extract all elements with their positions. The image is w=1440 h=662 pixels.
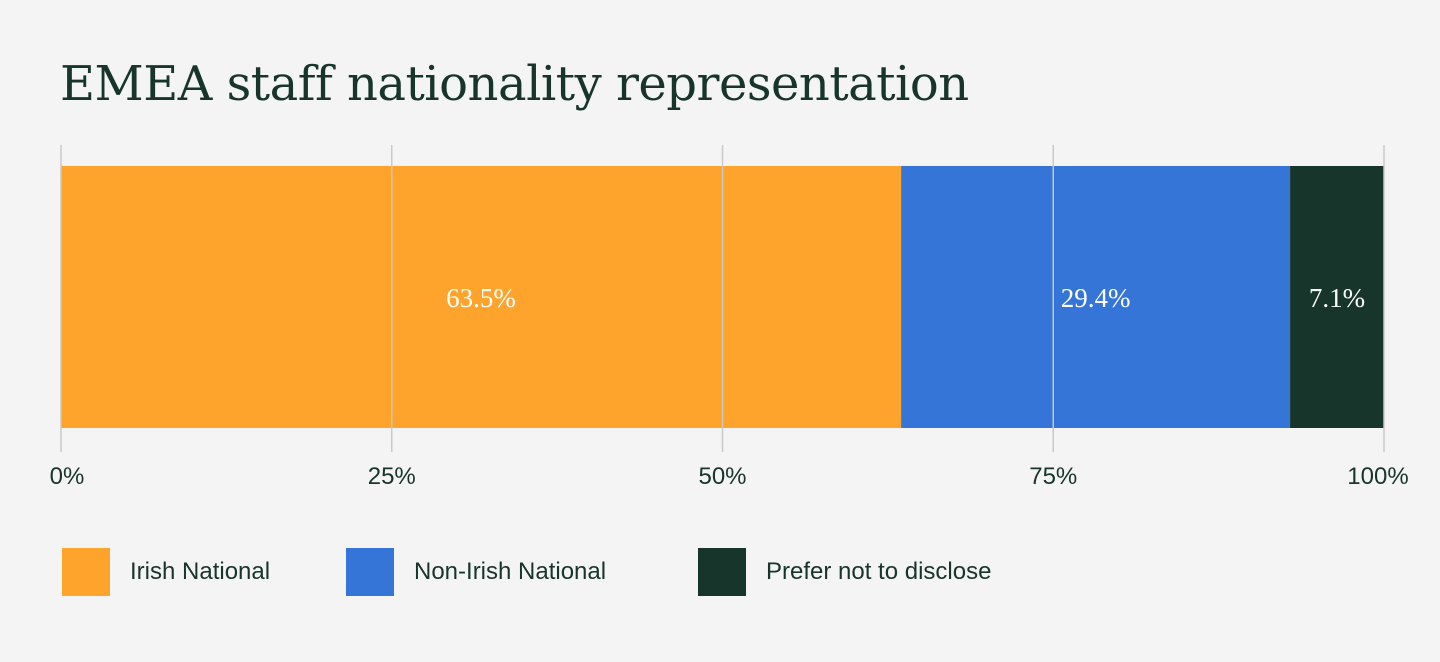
- bar-segment-non-irish-national: [901, 166, 1291, 428]
- x-tick-label-0: 0%: [50, 463, 85, 490]
- x-tick-label-50: 50%: [698, 463, 746, 490]
- data-label-irish-national: 63.5%: [446, 283, 516, 313]
- data-label-non-irish-national: 29.4%: [1061, 283, 1131, 313]
- x-tick-label-100: 100%: [1347, 463, 1408, 490]
- data-labels: 63.5% 29.4% 7.1%: [446, 283, 1365, 313]
- bars-layer: [61, 166, 1384, 428]
- x-axis-tick-labels: 0% 25% 50% 75% 100%: [50, 463, 1409, 490]
- gridlines: [60, 145, 1385, 452]
- bar-segment-irish-national: [61, 166, 902, 428]
- legend-label-non-irish-national: Non-Irish National: [414, 558, 607, 585]
- chart-title: EMEA staff nationality representation: [60, 56, 969, 112]
- legend-label-prefer-not-to-disclose: Prefer not to disclose: [766, 558, 992, 585]
- bar-segment-prefer-not-to-disclose: [1290, 166, 1384, 428]
- legend-item-non-irish-national: Non-Irish National: [346, 548, 698, 596]
- legend-swatch-irish-national: [62, 548, 110, 596]
- legend-item-prefer-not-to-disclose: Prefer not to disclose: [698, 548, 991, 596]
- x-tick-label-75: 75%: [1029, 463, 1077, 490]
- legend-item-irish-national: Irish National: [62, 548, 346, 596]
- legend-label-irish-national: Irish National: [130, 558, 271, 585]
- legend: Irish National Non-Irish National Prefer…: [62, 548, 991, 596]
- legend-swatch-non-irish-national: [346, 548, 394, 596]
- legend-swatch-prefer-not-to-disclose: [698, 548, 746, 596]
- data-label-prefer-not-to-disclose: 7.1%: [1309, 283, 1365, 313]
- x-tick-label-25: 25%: [368, 463, 416, 490]
